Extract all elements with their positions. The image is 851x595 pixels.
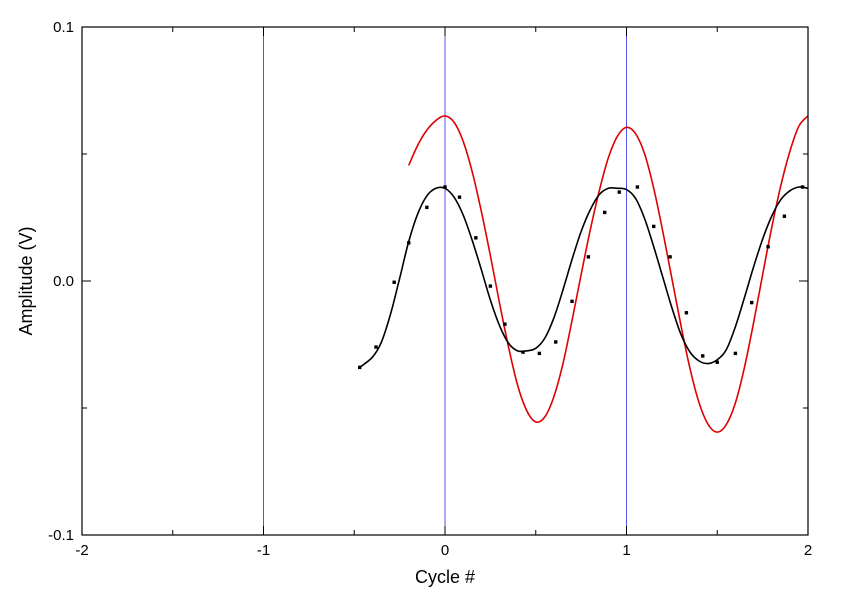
data-point bbox=[750, 300, 754, 305]
x-tick-label: 1 bbox=[622, 542, 630, 559]
data-point bbox=[635, 185, 640, 189]
data-point bbox=[474, 236, 478, 240]
data-point bbox=[443, 185, 447, 189]
series-line-0 bbox=[407, 115, 809, 433]
data-point bbox=[701, 354, 705, 358]
series-layer bbox=[357, 115, 809, 433]
data-point bbox=[652, 224, 656, 229]
data-point bbox=[586, 255, 591, 259]
x-tick-label: -1 bbox=[257, 542, 270, 559]
x-tick-labels: -2 -1 0 1 2 bbox=[75, 542, 812, 559]
x-tick-label: 2 bbox=[804, 542, 812, 559]
x-tick-label: -2 bbox=[75, 542, 88, 559]
y-tick-label: 0.1 bbox=[53, 19, 74, 36]
data-point bbox=[407, 241, 411, 245]
data-point bbox=[766, 245, 770, 249]
x-axis-label: Cycle # bbox=[415, 567, 475, 587]
data-point bbox=[488, 284, 493, 288]
series-line-1 bbox=[359, 186, 809, 368]
y-tick-labels: -0.1 0.0 0.1 bbox=[48, 19, 74, 544]
data-point bbox=[503, 322, 507, 326]
data-point bbox=[357, 365, 362, 370]
y-tick-label: -0.1 bbox=[48, 527, 74, 544]
data-point bbox=[554, 340, 558, 344]
data-point bbox=[668, 255, 672, 259]
data-point bbox=[425, 205, 429, 210]
data-point bbox=[603, 210, 607, 215]
data-point bbox=[733, 351, 738, 356]
data-point bbox=[457, 195, 462, 199]
data-point bbox=[800, 185, 805, 189]
y-axis-label: Amplitude (V) bbox=[16, 226, 36, 335]
vertical-reference-lines bbox=[263, 27, 627, 535]
data-point bbox=[521, 350, 525, 354]
data-point bbox=[570, 299, 574, 304]
series-markers-2 bbox=[357, 185, 805, 370]
data-point bbox=[684, 311, 689, 315]
data-point bbox=[537, 351, 542, 356]
plot-frame bbox=[81, 26, 809, 536]
data-point bbox=[392, 280, 396, 284]
y-tick-label: 0.0 bbox=[53, 273, 74, 290]
data-point bbox=[374, 345, 378, 349]
data-point bbox=[617, 190, 621, 194]
data-point bbox=[782, 214, 787, 218]
x-tick-label: 0 bbox=[441, 542, 449, 559]
data-point bbox=[715, 360, 719, 364]
